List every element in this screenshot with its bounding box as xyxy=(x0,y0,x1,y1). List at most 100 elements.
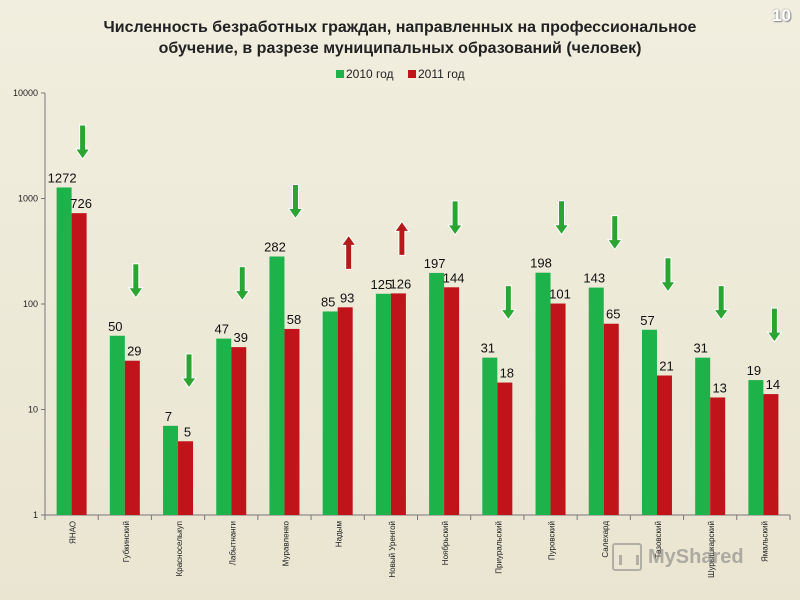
value-label: 144 xyxy=(443,270,465,285)
bar xyxy=(603,323,619,515)
bar xyxy=(748,380,764,515)
arrow-down-icon xyxy=(287,183,304,220)
category-label: ЯНАО xyxy=(69,521,78,544)
legend-label: 2011 год xyxy=(418,67,465,81)
bar xyxy=(535,272,551,515)
bar xyxy=(284,328,300,515)
arrow-up-icon xyxy=(393,220,410,256)
arrow-down-icon xyxy=(553,200,570,236)
category-label: Красноселькуп xyxy=(175,521,184,576)
legend-swatch xyxy=(408,70,416,78)
value-label: 7 xyxy=(165,409,172,424)
watermark-text: MyShared xyxy=(648,545,744,568)
value-label: 282 xyxy=(264,239,286,254)
watermark: MyShared xyxy=(612,540,744,574)
bar xyxy=(588,287,604,515)
category-label: Ямальский xyxy=(760,521,769,562)
bar xyxy=(269,256,285,515)
value-label: 21 xyxy=(659,359,673,374)
value-label: 143 xyxy=(583,271,605,286)
bar xyxy=(109,335,125,515)
category-label: Приуральский xyxy=(494,521,503,574)
bar xyxy=(710,397,726,515)
category-label: Муравленко xyxy=(281,520,290,566)
category-label: Губкинский xyxy=(122,521,131,562)
chart-title-line-2: обучение, в разрезе муниципальных образо… xyxy=(158,40,642,57)
presentation-icon xyxy=(612,543,642,571)
bar xyxy=(375,293,391,515)
value-label: 39 xyxy=(234,330,248,345)
value-label: 57 xyxy=(640,313,654,328)
bar xyxy=(482,357,498,515)
value-label: 93 xyxy=(340,290,354,305)
value-label: 65 xyxy=(606,307,620,322)
bar xyxy=(163,425,179,515)
value-label: 14 xyxy=(766,377,780,392)
arrow-down-icon xyxy=(447,200,464,236)
value-label: 13 xyxy=(712,380,726,395)
value-label: 1272 xyxy=(48,170,77,185)
y-tick-label: 10 xyxy=(28,405,38,415)
category-label: Ноябрьский xyxy=(441,521,450,565)
value-label: 198 xyxy=(530,256,552,271)
value-label: 47 xyxy=(215,322,229,337)
value-label: 50 xyxy=(108,319,122,334)
bar xyxy=(231,347,247,515)
category-label: Шурышкарский xyxy=(707,521,716,578)
bar xyxy=(71,213,87,515)
category-label: Тазовский xyxy=(654,521,663,559)
arrow-down-icon xyxy=(766,307,783,343)
y-tick-label: 1000 xyxy=(18,194,38,204)
bar xyxy=(178,441,194,515)
value-label: 58 xyxy=(287,312,301,327)
chart-title-line-1: Численность безработных граждан, направл… xyxy=(103,19,697,36)
chart-title: Численность безработных граждан, направл… xyxy=(40,17,760,59)
value-label: 101 xyxy=(549,287,571,302)
value-label: 197 xyxy=(424,256,446,271)
value-label: 5 xyxy=(184,424,191,439)
bar xyxy=(550,303,566,515)
legend-swatch xyxy=(336,70,344,78)
y-tick-label: 10000 xyxy=(13,88,38,98)
legend-label: 2010 год xyxy=(346,67,394,81)
page-number: 10 xyxy=(772,6,791,25)
bar xyxy=(322,311,338,515)
value-label: 126 xyxy=(390,276,412,291)
category-label: Салехард xyxy=(601,521,610,558)
category-label: Новый Уренгой xyxy=(388,521,397,578)
arrow-down-icon xyxy=(660,257,676,293)
bar xyxy=(124,360,140,515)
arrow-down-icon xyxy=(181,353,197,389)
arrow-down-icon xyxy=(606,215,623,251)
bar xyxy=(390,293,406,515)
arrow-down-icon xyxy=(234,266,251,302)
category-label: Пуровский xyxy=(548,521,557,560)
arrow-down-icon xyxy=(713,285,730,321)
bar xyxy=(56,187,72,515)
bar xyxy=(695,357,711,515)
bar xyxy=(656,375,672,515)
value-label: 18 xyxy=(500,366,514,381)
value-label: 85 xyxy=(321,294,335,309)
value-label: 29 xyxy=(127,344,141,359)
y-tick-label: 100 xyxy=(23,299,38,309)
value-label: 31 xyxy=(481,341,495,356)
bar xyxy=(337,307,353,515)
category-label: Надым xyxy=(335,521,344,547)
value-label: 125 xyxy=(371,277,393,292)
bar xyxy=(497,382,513,515)
value-label: 31 xyxy=(693,341,707,356)
value-label: 19 xyxy=(747,363,761,378)
arrow-down-icon xyxy=(127,263,144,299)
arrow-down-icon xyxy=(74,124,91,160)
bar xyxy=(763,394,779,515)
bar xyxy=(641,329,657,515)
value-label: 726 xyxy=(70,196,92,211)
bar xyxy=(444,287,460,515)
y-tick-label: 1 xyxy=(33,510,38,520)
bar xyxy=(429,272,445,515)
arrow-down-icon xyxy=(500,285,517,321)
bar xyxy=(216,338,232,515)
arrow-up-icon xyxy=(340,234,357,270)
